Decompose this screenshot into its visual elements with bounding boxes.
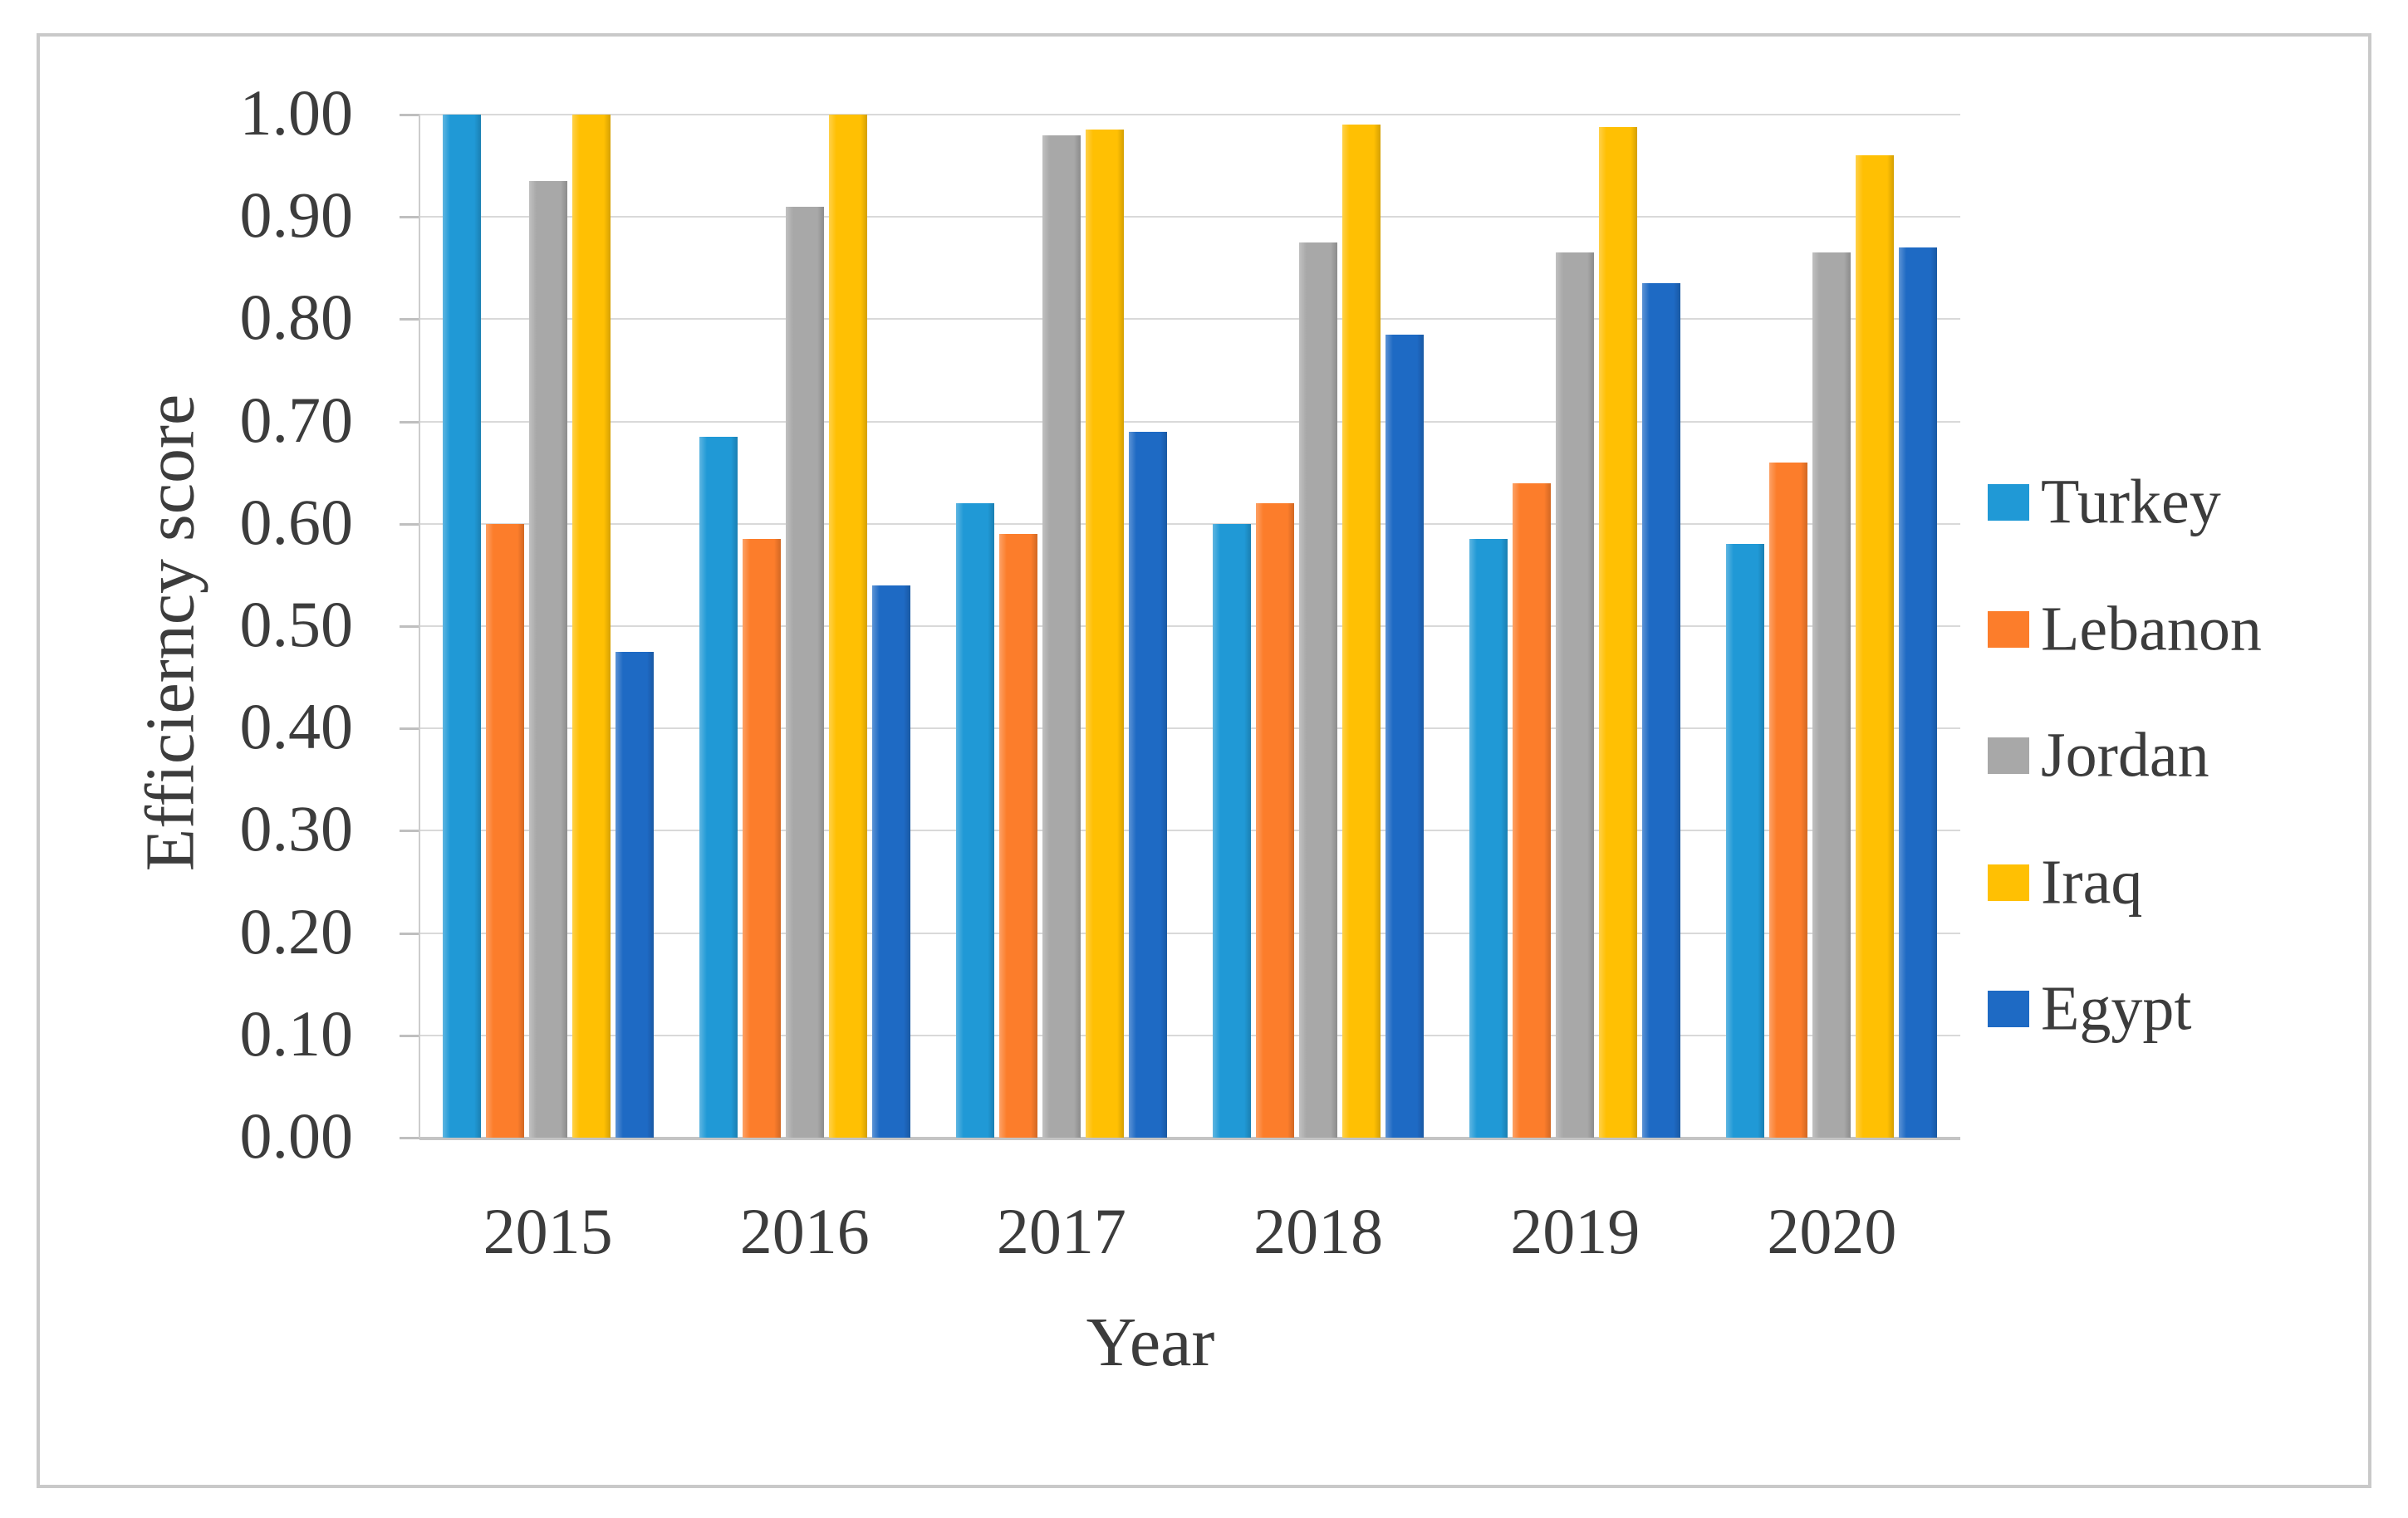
y-axis-line bbox=[419, 115, 420, 1138]
x-tick-label-2019: 2019 bbox=[1510, 1195, 1640, 1267]
legend-item-egypt: Egypt bbox=[1988, 959, 2386, 1059]
y-tick-label-0.90: 0.90 bbox=[239, 179, 354, 252]
y-tick-mark-0.30 bbox=[400, 830, 419, 833]
legend-swatch-turkey bbox=[1988, 484, 2029, 521]
y-tick-mark-0.90 bbox=[400, 216, 419, 219]
legend-label-egypt: Egypt bbox=[2041, 973, 2192, 1044]
bar-turkey-2020 bbox=[1726, 544, 1765, 1138]
bar-turkey-2015 bbox=[442, 115, 481, 1138]
gridline-0.90 bbox=[419, 216, 1960, 218]
bar-turkey-2017 bbox=[955, 503, 994, 1138]
y-tick-mark-0.20 bbox=[400, 932, 419, 935]
gridline-0.20 bbox=[419, 932, 1960, 934]
y-tick-mark-0.40 bbox=[400, 727, 419, 731]
bar-turkey-2016 bbox=[699, 437, 738, 1138]
y-tick-mark-1.00 bbox=[400, 114, 419, 116]
bar-egypt-2016 bbox=[871, 585, 910, 1138]
legend-swatch-iraq bbox=[1988, 864, 2029, 901]
bar-jordan-2020 bbox=[1812, 252, 1851, 1138]
bar-lebanon-2017 bbox=[998, 534, 1037, 1138]
y-tick-mark-0.60 bbox=[400, 522, 419, 526]
bar-egypt-2017 bbox=[1128, 431, 1167, 1138]
y-tick-mark-0.10 bbox=[400, 1034, 419, 1037]
legend-swatch-jordan bbox=[1988, 737, 2029, 774]
bar-egypt-2015 bbox=[615, 651, 654, 1138]
bar-jordan-2018 bbox=[1299, 242, 1338, 1138]
x-tick-label-2017: 2017 bbox=[996, 1195, 1126, 1267]
x-tick-label-2015: 2015 bbox=[483, 1195, 613, 1267]
y-tick-label-0.70: 0.70 bbox=[239, 383, 354, 456]
y-tick-label-0.60: 0.60 bbox=[239, 485, 354, 558]
bar-turkey-2018 bbox=[1213, 523, 1252, 1138]
x-axis-baseline bbox=[419, 1137, 1960, 1140]
y-tick-label-0.00: 0.00 bbox=[239, 1099, 354, 1172]
x-tick-label-2020: 2020 bbox=[1767, 1195, 1897, 1267]
bar-lebanon-2020 bbox=[1769, 462, 1808, 1138]
bar-iraq-2020 bbox=[1856, 155, 1895, 1138]
bar-iraq-2015 bbox=[571, 115, 611, 1138]
y-tick-label-0.40: 0.40 bbox=[239, 690, 354, 763]
legend-label-turkey: Turkey bbox=[2041, 467, 2221, 537]
bar-lebanon-2015 bbox=[485, 523, 524, 1138]
legend-label-lebanon: Lebanon bbox=[2041, 594, 2262, 664]
bar-iraq-2018 bbox=[1342, 125, 1381, 1138]
bar-jordan-2019 bbox=[1556, 252, 1595, 1138]
bar-jordan-2017 bbox=[1042, 135, 1081, 1138]
bar-iraq-2017 bbox=[1085, 130, 1124, 1138]
bar-jordan-2015 bbox=[528, 181, 567, 1138]
y-tick-mark-0.50 bbox=[400, 625, 419, 628]
bar-lebanon-2019 bbox=[1513, 482, 1552, 1138]
y-tick-mark-0.80 bbox=[400, 318, 419, 321]
bar-iraq-2016 bbox=[828, 115, 867, 1138]
legend-item-lebanon: Lebanon bbox=[1988, 580, 2386, 679]
y-tick-mark-0.70 bbox=[400, 420, 419, 424]
gridline-0.40 bbox=[419, 727, 1960, 730]
y-tick-label-0.10: 0.10 bbox=[239, 996, 354, 1070]
legend-label-jordan: Jordan bbox=[2041, 720, 2209, 791]
y-axis-title: Efficierncy score bbox=[131, 394, 209, 872]
y-tick-label-0.80: 0.80 bbox=[239, 281, 354, 354]
figure-border bbox=[37, 33, 2371, 1488]
x-tick-label-2018: 2018 bbox=[1253, 1195, 1384, 1267]
legend-item-turkey: Turkey bbox=[1988, 453, 2386, 552]
legend-item-iraq: Iraq bbox=[1988, 833, 2386, 933]
gridline-0.80 bbox=[419, 318, 1960, 321]
bar-jordan-2016 bbox=[785, 206, 824, 1138]
legend-swatch-lebanon bbox=[1988, 610, 2029, 648]
y-tick-label-0.30: 0.30 bbox=[239, 792, 354, 865]
y-tick-mark-0.00 bbox=[400, 1137, 419, 1139]
gridline-0.70 bbox=[419, 420, 1960, 423]
bar-turkey-2019 bbox=[1469, 539, 1508, 1138]
gridline-0.60 bbox=[419, 522, 1960, 525]
x-tick-label-2016: 2016 bbox=[739, 1195, 870, 1267]
y-tick-label-0.20: 0.20 bbox=[239, 894, 354, 967]
gridline-0.50 bbox=[419, 625, 1960, 627]
bar-egypt-2020 bbox=[1899, 247, 1938, 1138]
legend-label-iraq: Iraq bbox=[2041, 847, 2143, 917]
x-axis-title: Year bbox=[1086, 1304, 1215, 1381]
gridline-0.30 bbox=[419, 830, 1960, 832]
bar-egypt-2019 bbox=[1642, 283, 1681, 1138]
bar-egypt-2018 bbox=[1385, 334, 1425, 1138]
bar-lebanon-2018 bbox=[1256, 503, 1295, 1138]
bar-lebanon-2016 bbox=[742, 539, 781, 1138]
legend-item-jordan: Jordan bbox=[1988, 706, 2386, 806]
legend-swatch-egypt bbox=[1988, 991, 2029, 1027]
gridline-1.00 bbox=[419, 114, 1960, 115]
y-tick-label-0.50: 0.50 bbox=[239, 588, 354, 660]
bar-iraq-2019 bbox=[1599, 126, 1638, 1138]
gridline-0.10 bbox=[419, 1034, 1960, 1036]
y-tick-label-1.00: 1.00 bbox=[239, 76, 354, 149]
